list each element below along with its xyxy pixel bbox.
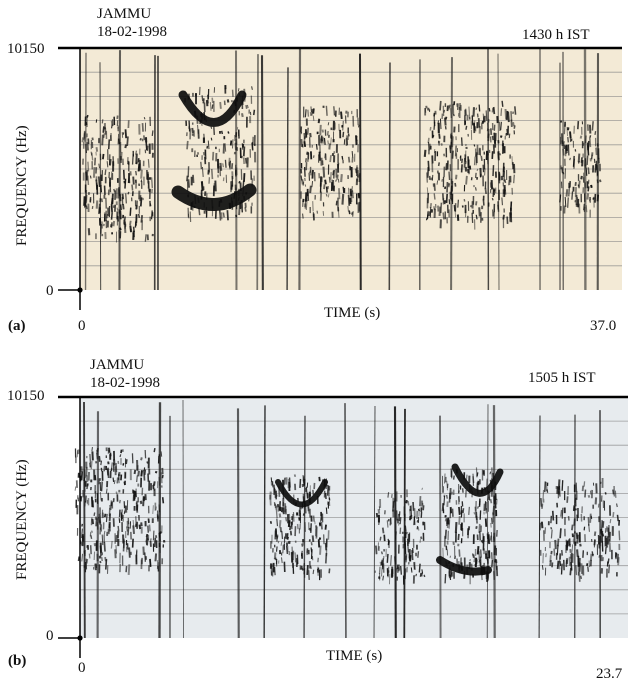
axis-lines (58, 46, 622, 310)
date-label: 18-02-1998 (97, 24, 167, 40)
station-label: JAMMU (97, 6, 152, 22)
x-axis-label: TIME (s) (324, 305, 381, 321)
time-ist-label: 1430 h IST (522, 27, 590, 43)
spectrogram-image-a (58, 46, 622, 310)
x-end-tick-label: 37.0 (590, 318, 617, 334)
time-ist-label: 1505 h IST (528, 370, 596, 386)
x-axis-label: TIME (s) (326, 648, 383, 664)
panel-label: (b) (8, 653, 27, 669)
date-label: 18-02-1998 (90, 375, 160, 391)
spectrogram-texture (74, 399, 628, 639)
y-bottom-tick-label: 0 (46, 283, 54, 299)
spectrogram-panel-b: JAMMU 18-02-1998 1505 h IST 10150 0 FREQ… (0, 342, 633, 684)
axis-lines (58, 395, 628, 658)
spectrogram-texture (80, 48, 622, 291)
spectrogram-panel-a: JAMMU 18-02-1998 1430 h IST 10150 0 FREQ… (7, 6, 622, 334)
x-start-tick-label: 0 (78, 660, 86, 676)
station-label: JAMMU (90, 357, 145, 373)
y-bottom-tick-label: 0 (46, 628, 54, 644)
y-top-tick-label: 10150 (7, 388, 45, 404)
panel-label: (a) (8, 318, 26, 334)
spectrogram-image-b (58, 395, 628, 658)
y-top-tick-label: 10150 (7, 41, 45, 57)
x-end-tick-label: 23.7 (596, 666, 623, 682)
x-start-tick-label: 0 (78, 318, 86, 334)
